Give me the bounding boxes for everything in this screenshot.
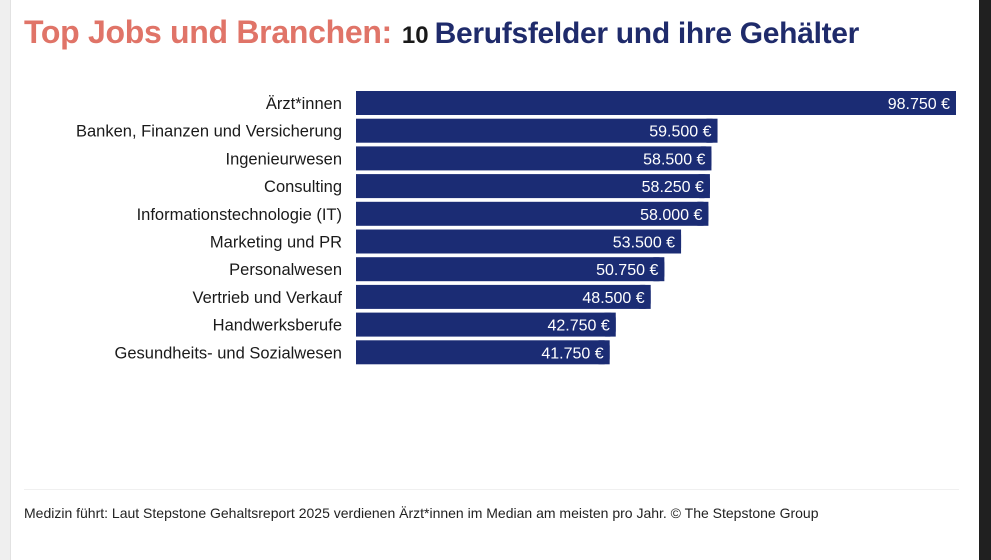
window-right-edge [979,0,991,560]
value-label: 98.750 € [888,96,950,113]
bar [356,284,651,309]
bar-rounded-end [693,174,710,199]
bar-rounded-end [634,284,651,309]
bar [356,201,709,226]
category-label: Banken, Finanzen und Versicherung [76,123,342,141]
category-label: Gesundheits- und Sozialwesen [115,344,342,362]
bar-rounded-end [665,229,682,254]
title-left: Top Jobs und Branchen: [24,14,392,50]
bar [356,257,665,282]
bar [356,174,710,199]
category-label: Vertrieb und Verkauf [192,289,342,307]
bar-rounded-end [692,201,709,226]
category-label: Handwerksberufe [213,317,342,335]
footer-divider [24,489,959,490]
value-label: 50.750 € [596,262,658,279]
value-label: 58.500 € [643,151,705,168]
category-label: Ärzt*innen [266,95,342,113]
bar [356,229,682,254]
bar [356,91,956,115]
title-number: 10 [401,22,429,49]
value-label: 53.500 € [613,235,675,252]
bar [356,146,712,171]
category-label: Ingenieurwesen [226,150,343,168]
bar-rounded-end [701,118,718,143]
value-label: 58.250 € [642,179,704,196]
value-label: 58.000 € [640,207,702,224]
category-label: Consulting [264,178,342,196]
bar-chart: Ärzt*innen 98.750 € Banken, Finanzen und V… [76,91,956,365]
bar-rounded-end [593,340,610,365]
bar [356,340,610,365]
bar-rounded-end [648,257,665,282]
category-label: Marketing und PR [210,234,342,252]
category-label: Informationstechnologie (IT) [137,206,342,224]
value-label: 48.500 € [582,290,644,307]
footer-caption: Medizin führt: Laut Stepstone Gehaltsrep… [24,505,819,521]
bar-rounded-end [599,312,616,337]
bar [356,312,616,337]
category-label: Personalwesen [229,261,342,279]
window-left-edge [0,0,11,560]
title-right: Berufsfelder und ihre Gehälter [434,17,860,50]
bar [356,118,718,143]
bar-rounded-end [940,91,956,115]
value-label: 41.750 € [541,345,603,362]
value-label: 42.750 € [547,318,609,335]
value-label: 59.500 € [649,124,711,141]
bar-rounded-end [695,146,712,171]
chart-title: Top Jobs und Branchen: 10 Berufsfelder u… [24,14,859,54]
